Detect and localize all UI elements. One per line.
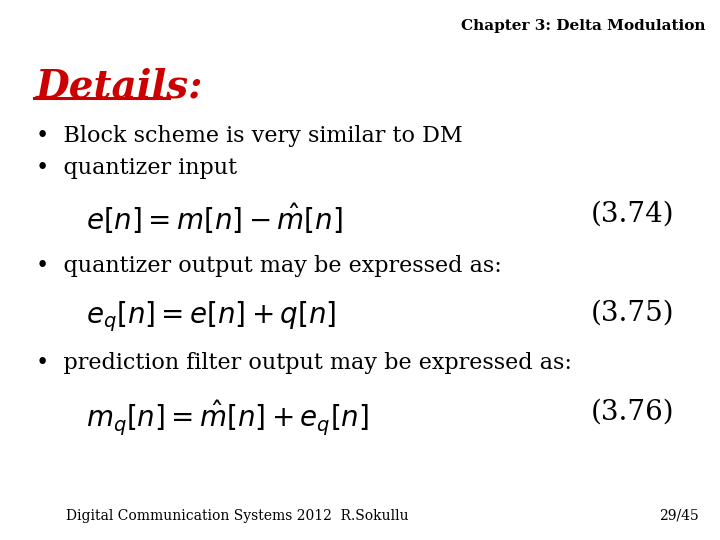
Text: 29/45: 29/45 (659, 509, 698, 523)
Text: •  prediction filter output may be expressed as:: • prediction filter output may be expres… (36, 352, 572, 374)
Text: (3.74): (3.74) (590, 201, 674, 228)
Text: •  quantizer output may be expressed as:: • quantizer output may be expressed as: (36, 255, 502, 278)
Text: (3.76): (3.76) (590, 399, 674, 426)
Text: •  quantizer input: • quantizer input (36, 157, 237, 179)
Text: Digital Communication Systems 2012  R.Sokullu: Digital Communication Systems 2012 R.Sok… (66, 509, 409, 523)
Text: Details:: Details: (36, 68, 204, 105)
Text: $m_q[n] = \hat{m}[n] + e_q[n]$: $m_q[n] = \hat{m}[n] + e_q[n]$ (86, 399, 369, 438)
Text: (3.75): (3.75) (590, 300, 674, 327)
Text: Chapter 3: Delta Modulation: Chapter 3: Delta Modulation (461, 19, 706, 33)
Text: $e[n] = m[n] - \hat{m}[n]$: $e[n] = m[n] - \hat{m}[n]$ (86, 201, 343, 236)
Text: •  Block scheme is very similar to DM: • Block scheme is very similar to DM (36, 125, 463, 147)
Text: $e_q[n] = e[n] + q[n]$: $e_q[n] = e[n] + q[n]$ (86, 300, 337, 334)
